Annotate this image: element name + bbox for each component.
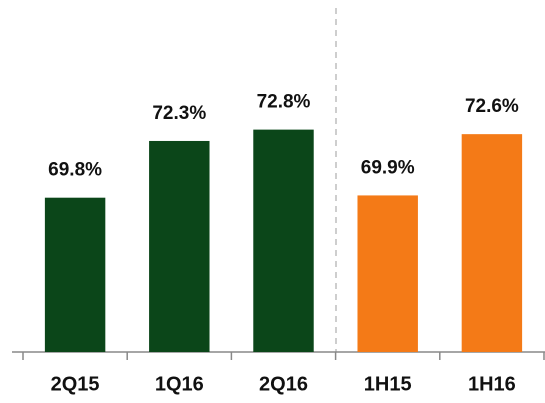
bar bbox=[149, 140, 210, 352]
value-label: 69.9% bbox=[361, 157, 415, 178]
x-tick-label: 1Q16 bbox=[155, 373, 204, 395]
value-label: 72.6% bbox=[465, 96, 519, 117]
x-tick-label: 2Q16 bbox=[259, 373, 308, 395]
value-label: 72.8% bbox=[257, 92, 311, 113]
bar bbox=[357, 195, 418, 352]
x-tick-label: 1H15 bbox=[364, 373, 412, 395]
bar bbox=[253, 129, 314, 352]
bar bbox=[461, 134, 523, 352]
value-label: 72.3% bbox=[152, 103, 206, 124]
value-label: 69.8% bbox=[48, 160, 102, 181]
x-tick-label: 1H16 bbox=[468, 373, 516, 395]
x-tick-label: 2Q15 bbox=[51, 373, 100, 395]
bar bbox=[44, 197, 106, 352]
